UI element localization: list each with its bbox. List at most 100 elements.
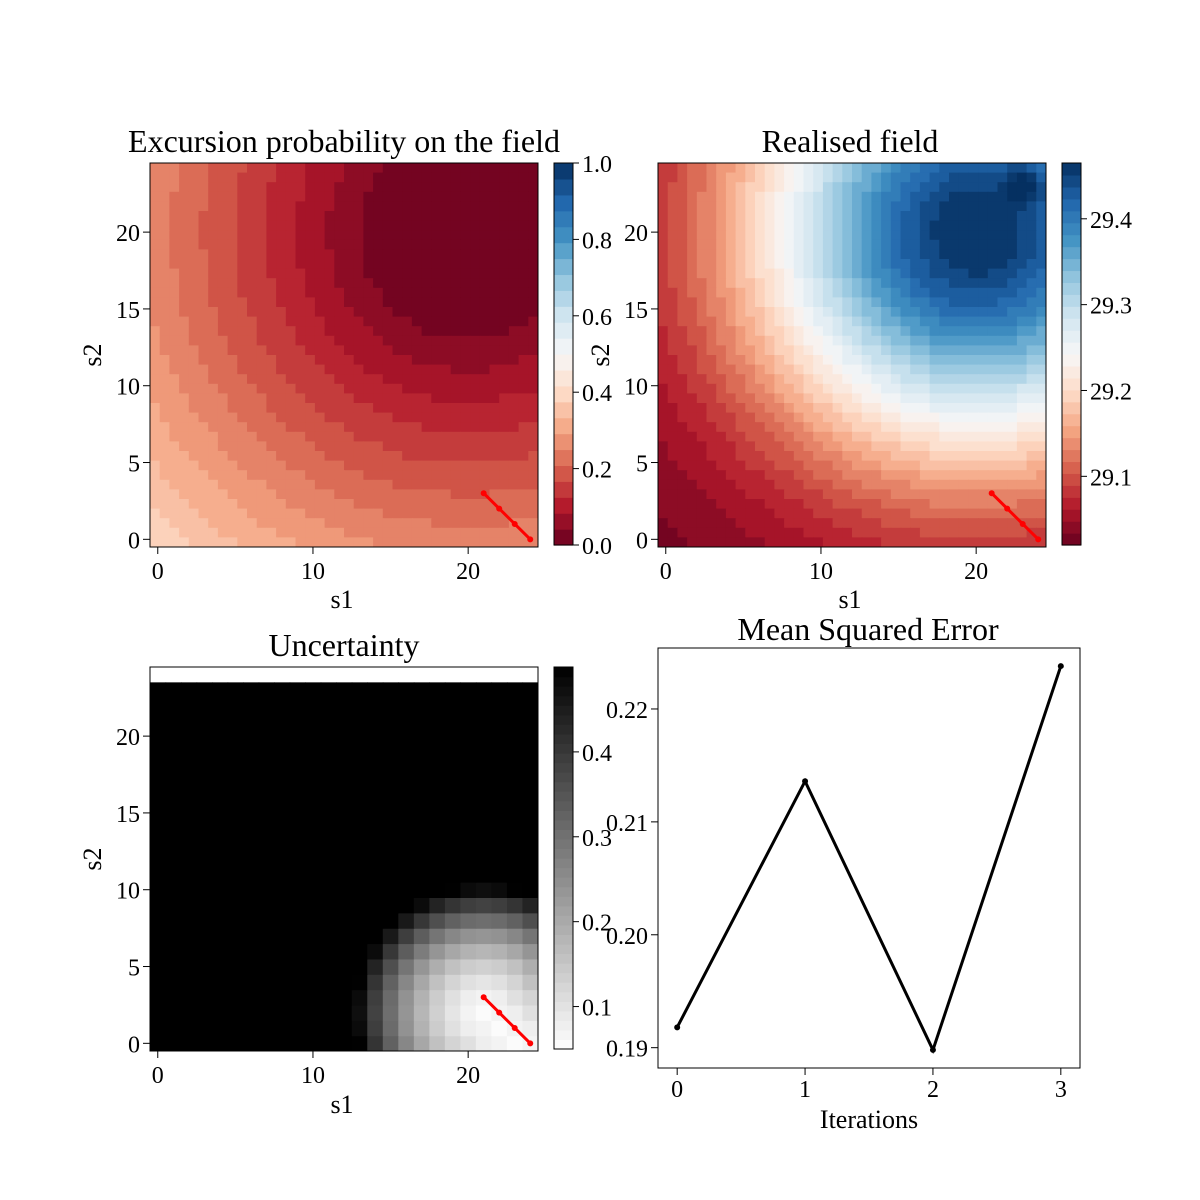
heat-cell	[392, 537, 403, 547]
heat-cell	[353, 191, 364, 202]
heat-cell	[344, 364, 355, 375]
heat-cell	[919, 518, 931, 529]
heat-cell	[793, 239, 805, 250]
heat-cell	[499, 230, 510, 241]
heat-cell	[987, 412, 999, 423]
heat-cell	[803, 201, 814, 212]
heat-cell	[871, 201, 882, 212]
heat-cell	[227, 470, 238, 481]
heat-cell	[305, 1035, 322, 1051]
heat-cell	[803, 518, 814, 529]
heat-cell	[237, 537, 248, 547]
heat-cell	[1016, 499, 1028, 510]
heat-cell	[431, 470, 442, 481]
heat-cell	[431, 422, 442, 433]
heat-cell	[755, 335, 766, 346]
heat-cell	[247, 307, 258, 318]
heat-cell	[735, 364, 746, 375]
heat-cell	[832, 355, 843, 366]
heat-cell	[499, 470, 510, 481]
heat-cell	[382, 489, 394, 500]
heat-cell	[344, 259, 355, 270]
heat-cell	[822, 470, 834, 481]
heat-cell	[696, 508, 708, 519]
heat-cell	[987, 201, 999, 212]
heat-cell	[813, 316, 824, 327]
heat-cell	[460, 835, 477, 852]
heat-cell	[159, 508, 170, 519]
heat-cell	[793, 345, 805, 356]
heat-cell	[687, 239, 698, 250]
heat-cell	[842, 460, 853, 471]
heat-cell	[939, 230, 950, 241]
heat-cell	[188, 172, 200, 183]
heat-cell	[506, 713, 524, 730]
heat-cell	[266, 441, 277, 452]
heat-cell	[212, 943, 229, 960]
heat-cell	[159, 412, 170, 423]
heat-cell	[499, 460, 510, 471]
heat-cell	[392, 518, 403, 529]
heat-cell	[764, 374, 775, 385]
heat-cell	[1036, 441, 1046, 452]
heat-cell	[444, 851, 461, 868]
heat-cell	[871, 383, 882, 394]
heat-cell	[247, 259, 258, 270]
heat-cell	[658, 479, 669, 490]
heat-cell	[997, 393, 1008, 404]
heat-cell	[774, 393, 785, 404]
heat-cell	[258, 897, 275, 914]
heat-cell	[803, 335, 814, 346]
heat-cell	[460, 307, 471, 318]
heat-cell	[475, 835, 493, 852]
heat-cell	[784, 508, 795, 519]
heat-cell	[421, 508, 432, 519]
heat-cell	[997, 287, 1008, 298]
heat-cell	[518, 422, 529, 433]
heat-cell	[324, 326, 335, 337]
heat-cell	[150, 1035, 167, 1051]
heat-cell	[910, 479, 921, 490]
heat-cell	[217, 383, 229, 394]
heat-cell	[237, 441, 248, 452]
heat-cell	[179, 230, 190, 241]
heat-cell	[667, 422, 678, 433]
heat-cell	[450, 364, 461, 375]
heat-cell	[421, 383, 432, 394]
heat-cell	[813, 451, 824, 462]
heat-cell	[793, 172, 805, 183]
heat-cell	[987, 326, 999, 337]
colorbar-segment	[554, 417, 573, 435]
heat-cell	[336, 820, 353, 837]
heat-cell	[489, 441, 500, 452]
heat-cell	[1016, 335, 1028, 346]
heat-cell	[861, 345, 872, 356]
heat-cell	[489, 508, 500, 519]
heat-cell	[1036, 422, 1046, 433]
heat-cell	[363, 508, 374, 519]
heat-cell	[822, 287, 834, 298]
heat-cell	[479, 239, 491, 250]
heat-cell	[460, 527, 471, 538]
heat-cell	[900, 249, 911, 260]
heat-cell	[881, 508, 892, 519]
x-tick-label: 0	[660, 559, 672, 585]
heat-cell	[212, 1020, 229, 1037]
heat-cell	[900, 287, 911, 298]
heat-cell	[392, 527, 403, 538]
heat-cell	[363, 249, 374, 260]
heat-cell	[852, 163, 863, 174]
heat-cell	[460, 172, 471, 183]
heat-cell	[460, 928, 477, 945]
heat-cell	[997, 297, 1008, 308]
heat-cell	[507, 1051, 523, 1067]
heat-cell	[411, 518, 423, 529]
heat-cell	[910, 201, 921, 212]
heat-cell	[489, 355, 500, 366]
heat-cell	[353, 374, 364, 385]
heat-cell	[696, 182, 708, 193]
heat-cell	[198, 278, 209, 289]
heat-cell	[208, 335, 219, 346]
heat-cell	[159, 259, 170, 270]
heat-cell	[150, 374, 161, 385]
